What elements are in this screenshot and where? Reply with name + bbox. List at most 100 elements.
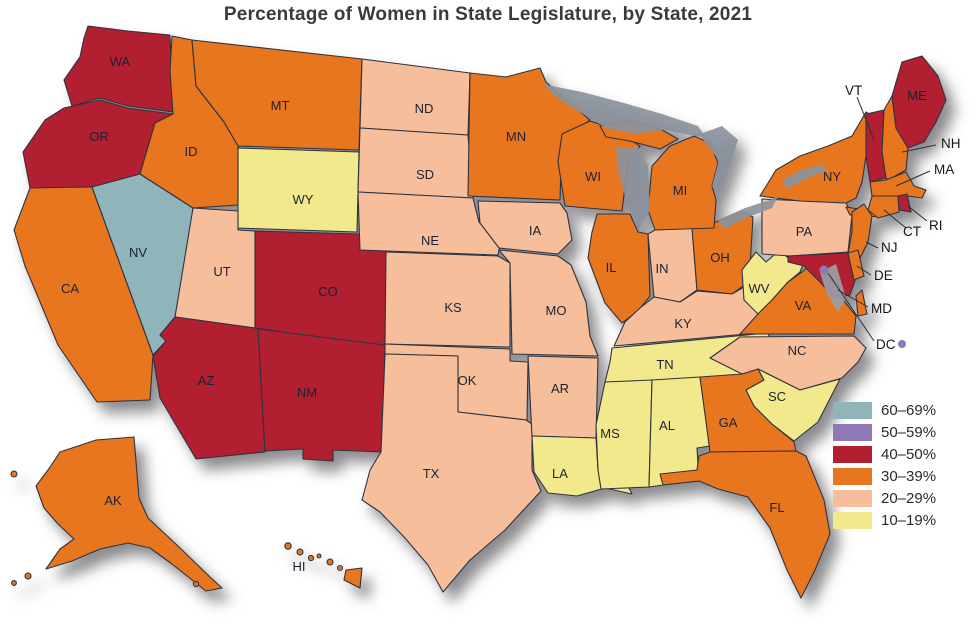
hi-island-2 (296, 548, 304, 556)
leader-line-ct (883, 209, 907, 229)
state-ak (35, 436, 223, 592)
ak-island-3 (11, 580, 17, 586)
state-me (891, 55, 947, 149)
legend-swatch-30-39 (833, 468, 872, 485)
leader-line-nj (865, 241, 879, 249)
label-hi: HI (293, 559, 306, 574)
label-or: OR (89, 129, 109, 144)
label-sd: SD (416, 167, 434, 182)
label-ny: NY (823, 169, 841, 184)
label-nv: NV (129, 245, 147, 260)
legend-swatch-40-50 (833, 446, 872, 463)
state-ar (527, 355, 599, 439)
leader-line-nh (901, 144, 937, 153)
lake-ontario (782, 164, 827, 189)
ak-island-4 (192, 580, 200, 588)
label-nd: ND (415, 101, 434, 116)
legend-row: 40–50% (833, 446, 936, 463)
label-ar: AR (551, 381, 569, 396)
state-sc (745, 368, 841, 442)
legend-row: 20–29% (833, 490, 936, 507)
state-nm (257, 328, 386, 462)
legend-label: 50–59% (881, 424, 937, 441)
legend-swatch-50-59 (833, 424, 872, 441)
label-md: MD (871, 301, 892, 316)
label-sc: SC (768, 389, 786, 404)
label-ri: RI (929, 218, 943, 233)
state-nj (847, 203, 873, 263)
legend-swatch-10-19 (833, 512, 872, 529)
label-ct: CT (903, 224, 921, 239)
label-ca: CA (61, 281, 79, 296)
label-nc: NC (788, 343, 807, 358)
label-nm: NM (297, 385, 317, 400)
label-ak: AK (104, 493, 122, 508)
label-ga: GA (719, 415, 738, 430)
dc-marker-dot (819, 265, 829, 275)
lake-huron (700, 126, 738, 196)
ak-island-2 (24, 572, 32, 580)
legend-label: 30–39% (881, 468, 937, 485)
label-al: AL (659, 418, 675, 433)
legend: 60–69% 50–59% 40–50% 30–39% 20–29% 10–19… (833, 402, 936, 534)
legend-swatch-60-69 (833, 402, 872, 419)
label-ks: KS (444, 300, 462, 315)
label-az: AZ (198, 373, 215, 388)
state-sd (357, 127, 474, 199)
label-fl: FL (769, 500, 784, 515)
label-mt: MT (271, 98, 290, 113)
label-ms: MS (600, 426, 620, 441)
chesapeake-bay (820, 264, 846, 312)
lake-michigan (616, 147, 650, 231)
legend-swatch-20-29 (833, 490, 872, 507)
label-oh: OH (710, 250, 730, 265)
label-vt: VT (845, 83, 862, 98)
label-tx: TX (423, 466, 440, 481)
state-fl (659, 450, 831, 599)
label-ia: IA (529, 223, 542, 238)
leader-line-md (837, 289, 869, 308)
state-wa (63, 25, 174, 113)
label-mn: MN (506, 129, 526, 144)
label-wy: WY (293, 192, 314, 207)
dc-label-dot (898, 340, 906, 348)
leader-line-dc (827, 272, 875, 342)
legend-label: 40–50% (881, 446, 937, 463)
legend-label: 60–69% (881, 402, 937, 419)
map-title: Percentage of Women in State Legislature… (223, 4, 753, 25)
label-il: IL (606, 260, 617, 275)
state-ct (867, 195, 900, 219)
leader-line-ri (907, 205, 928, 222)
legend-row: 10–19% (833, 512, 936, 529)
hi-island-3 (307, 554, 315, 562)
label-wi: WI (585, 169, 601, 184)
label-tn: TN (656, 357, 673, 372)
label-pa: PA (796, 224, 813, 239)
state-tx (361, 353, 542, 593)
state-nc (709, 335, 867, 391)
state-wv (741, 249, 805, 315)
state-ks (384, 251, 511, 348)
map-land-group (10, 25, 947, 599)
label-dc: DC (876, 337, 896, 352)
legend-row: 60–69% (833, 402, 936, 419)
label-va: VA (795, 298, 812, 313)
state-labels: WA OR CA NV ID MT WY UT CO AZ NM ND SD N… (61, 54, 927, 574)
legend-row: 50–59% (833, 424, 936, 441)
label-la: LA (552, 466, 568, 481)
lake-erie (718, 196, 778, 229)
hi-island-5 (326, 558, 334, 566)
legend-label: 10–19% (881, 512, 937, 529)
label-in: IN (656, 261, 669, 276)
label-ut: UT (213, 264, 230, 279)
ak-island-1 (10, 470, 18, 478)
lake-superior (542, 84, 706, 138)
state-il (587, 213, 651, 324)
label-co: CO (318, 284, 338, 299)
label-ne: NE (421, 233, 439, 248)
state-mo (498, 249, 599, 357)
outside-labels: VT NH MA RI CT NJ DE MD DC (845, 83, 961, 352)
hi-island-4 (316, 553, 322, 559)
label-wa: WA (110, 54, 131, 69)
